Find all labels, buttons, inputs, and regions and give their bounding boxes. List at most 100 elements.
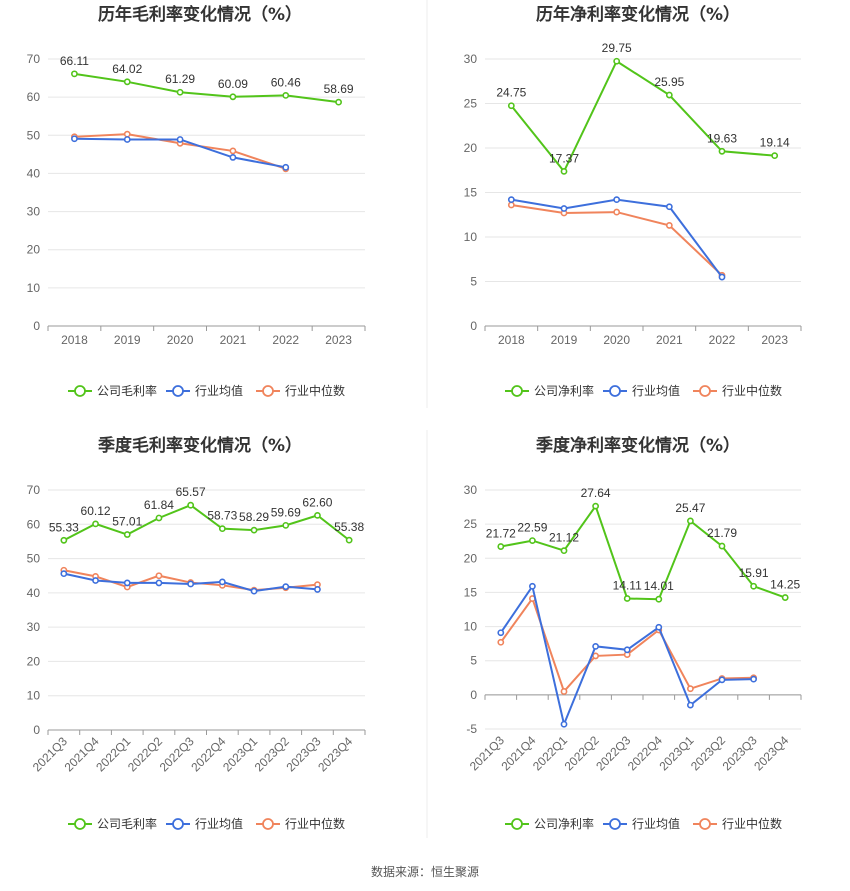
data-point-company	[529, 537, 536, 544]
legend-label: 公司毛利率	[97, 816, 157, 831]
y-tick-label: 50	[27, 552, 41, 566]
data-point-company	[123, 78, 131, 86]
data-label: 64.02	[112, 62, 142, 76]
data-point-company	[92, 520, 99, 528]
data-label: 61.84	[144, 498, 174, 512]
series-line-company	[510, 59, 775, 174]
x-tick-label: 2019	[551, 333, 578, 347]
data-point-company	[282, 521, 290, 529]
data-label: 61.29	[165, 72, 195, 86]
data-label: 14.11	[613, 579, 642, 593]
y-tick-label: 15	[464, 186, 478, 200]
y-tick-label: 50	[27, 128, 41, 142]
data-point-company	[781, 594, 789, 601]
legend-item-median[interactable]: 行业中位数	[693, 383, 782, 398]
data-point-avg	[314, 586, 321, 593]
data-point-company	[718, 542, 726, 550]
x-tick-label: 2019	[114, 333, 141, 347]
data-point-company	[282, 91, 290, 99]
data-label: 58.29	[239, 510, 269, 524]
data-point-avg	[176, 136, 184, 143]
x-tick-label: 2020	[167, 333, 194, 347]
legend-item-median[interactable]: 行业中位数	[256, 383, 345, 398]
data-label: 21.12	[549, 531, 579, 545]
legend-item-median[interactable]: 行业中位数	[693, 816, 782, 831]
data-point-company	[60, 536, 68, 544]
legend-item-company[interactable]: 公司毛利率	[68, 816, 157, 831]
legend-swatch-marker	[172, 818, 184, 830]
data-label: 15.91	[739, 566, 769, 580]
legend-swatch-marker	[262, 385, 274, 397]
legend-item-avg[interactable]: 行业均值	[166, 816, 243, 831]
series-line-median	[511, 203, 723, 276]
legend-label: 公司毛利率	[97, 383, 157, 398]
x-tick-label: 2023	[761, 333, 788, 347]
data-point-company	[507, 102, 515, 110]
data-point-avg	[560, 205, 568, 212]
y-tick-label: 20	[27, 243, 41, 257]
x-tick-label: 2023Q4	[315, 734, 355, 774]
legend-item-company[interactable]: 公司净利率	[505, 816, 594, 831]
data-point-company	[314, 511, 321, 519]
x-tick-label: 2018	[61, 333, 88, 347]
legend-item-avg[interactable]: 行业均值	[603, 816, 680, 831]
x-tick-label: 2023	[325, 333, 352, 347]
y-tick-label: 10	[27, 689, 41, 703]
legend-item-avg[interactable]: 行业均值	[603, 383, 680, 398]
data-label: 55.33	[49, 520, 79, 534]
chart-title: 历年净利率变化情况（%）	[536, 4, 740, 25]
data-point-median	[560, 688, 568, 695]
data-point-avg	[123, 579, 131, 587]
data-label: 19.14	[760, 136, 790, 150]
legend-item-avg[interactable]: 行业均值	[166, 383, 243, 398]
quarterly-gross-margin-chart: 季度毛利率变化情况（%）0102030405060702021Q32021Q42…	[27, 435, 366, 831]
y-tick-label: 25	[464, 97, 478, 111]
data-point-company	[229, 93, 237, 101]
y-tick-label: 40	[27, 166, 41, 180]
y-tick-label: 60	[27, 517, 41, 531]
legend-label: 公司净利率	[534, 816, 594, 831]
y-tick-label: 10	[27, 281, 41, 295]
data-point-avg	[718, 676, 726, 684]
quarterly-net-margin-chart: 季度净利率变化情况（%）-50510152025302021Q32021Q420…	[464, 435, 802, 831]
x-tick-label: 2020	[603, 333, 630, 347]
data-point-company	[655, 595, 663, 603]
data-point-company	[155, 514, 163, 522]
data-point-avg	[613, 196, 621, 204]
legend-item-company[interactable]: 公司毛利率	[68, 383, 157, 398]
data-label: 17.37	[549, 151, 579, 165]
data-point-avg	[623, 646, 631, 654]
legend-swatch-marker	[511, 385, 523, 397]
data-point-median	[687, 685, 694, 693]
data-point-median	[155, 572, 163, 580]
data-point-avg	[282, 163, 290, 171]
data-label: 27.64	[581, 486, 611, 500]
data-label: 14.25	[770, 578, 800, 592]
legend-item-median[interactable]: 行业中位数	[256, 816, 345, 831]
data-label: 58.73	[207, 509, 237, 523]
data-point-avg	[497, 629, 505, 637]
y-tick-label: 30	[27, 205, 41, 219]
data-point-avg	[282, 583, 290, 591]
series-line-company	[74, 72, 339, 104]
x-tick-label: 2021	[220, 333, 247, 347]
data-point-median	[592, 652, 599, 660]
y-tick-label: 15	[464, 585, 478, 599]
y-tick-label: -5	[466, 722, 477, 736]
data-point-company	[187, 501, 195, 509]
data-label: 21.72	[486, 527, 516, 541]
data-point-median	[229, 147, 237, 155]
data-point-company	[250, 526, 258, 534]
data-label: 21.79	[707, 526, 737, 540]
legend-item-company[interactable]: 公司净利率	[505, 383, 594, 398]
data-point-median	[123, 130, 131, 138]
legend-swatch-marker	[511, 818, 523, 830]
data-point-avg	[250, 587, 258, 595]
data-label: 60.46	[271, 75, 301, 89]
data-point-company	[218, 525, 226, 533]
data-point-company	[718, 147, 726, 155]
data-point-company	[123, 531, 131, 538]
legend-label: 公司净利率	[534, 383, 594, 398]
data-point-avg	[218, 578, 226, 586]
